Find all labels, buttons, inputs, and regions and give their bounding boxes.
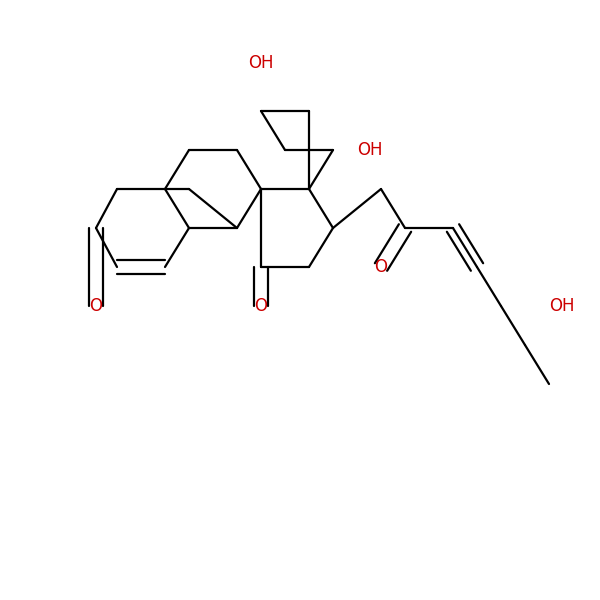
Text: O: O	[374, 258, 388, 276]
Text: OH: OH	[549, 297, 575, 315]
Text: O: O	[254, 297, 268, 315]
Text: OH: OH	[357, 141, 383, 159]
Text: O: O	[89, 297, 103, 315]
Text: OH: OH	[248, 54, 274, 72]
